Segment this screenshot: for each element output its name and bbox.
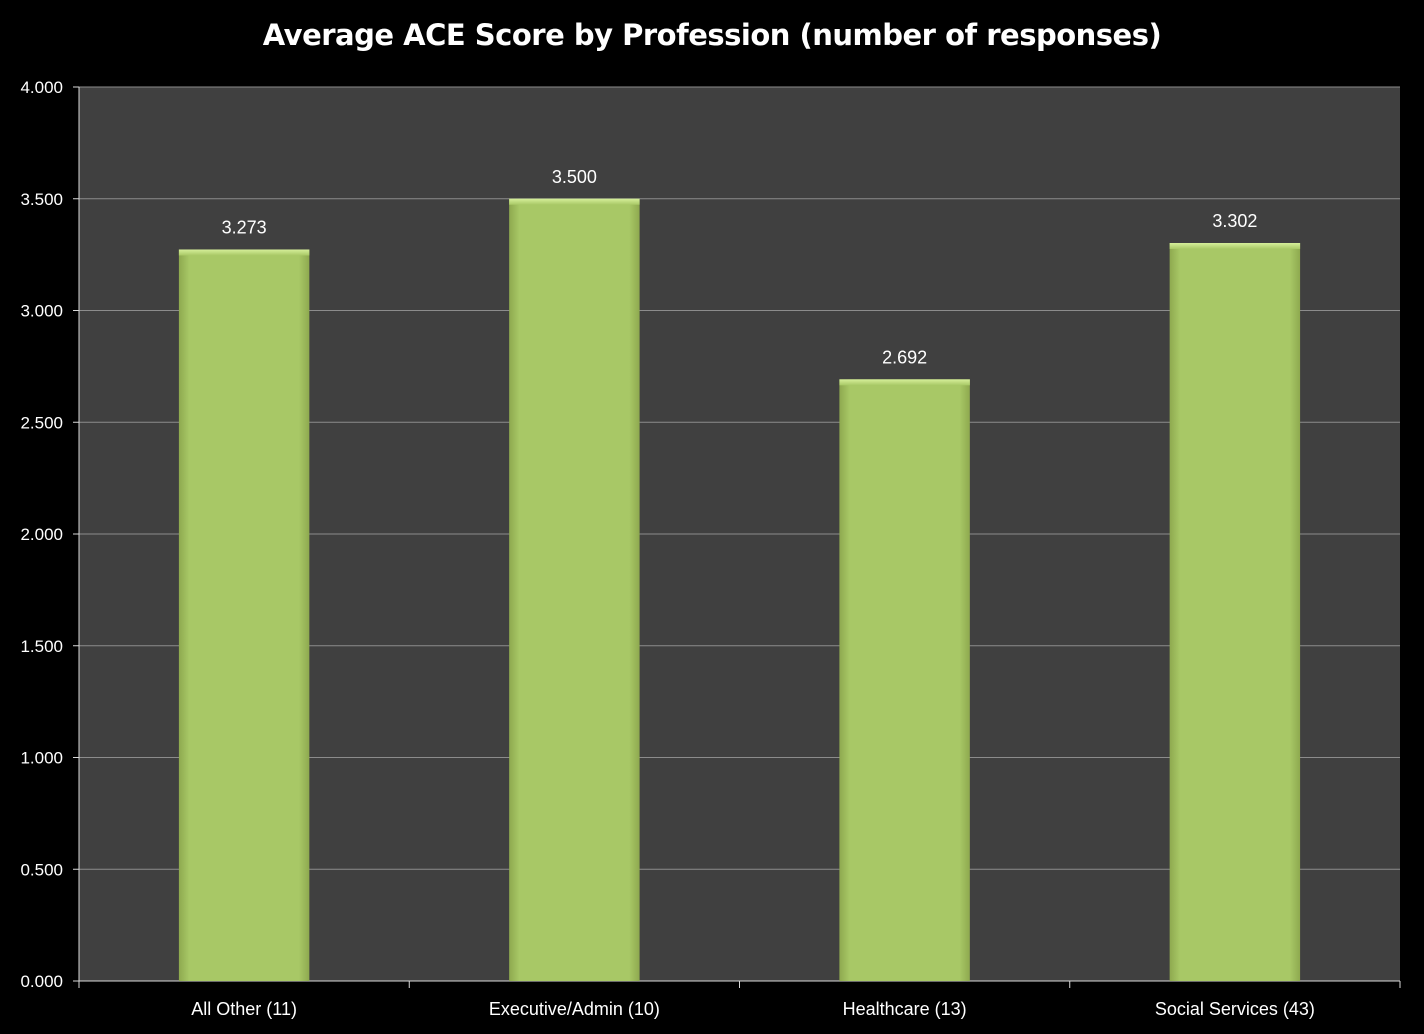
data-label: 3.500 <box>552 167 597 187</box>
y-tick-label: 1.500 <box>20 637 63 656</box>
category-label: Social Services (43) <box>1155 999 1315 1019</box>
data-label: 3.273 <box>222 217 267 237</box>
bar <box>178 249 310 981</box>
bars <box>178 198 1301 982</box>
y-tick-label: 2.500 <box>20 413 63 432</box>
bar <box>839 379 970 981</box>
y-tick-label: 2.000 <box>20 525 63 544</box>
data-label: 3.302 <box>1212 211 1257 231</box>
category-label: Executive/Admin (10) <box>489 999 660 1019</box>
y-tick-label: 0.500 <box>20 860 63 879</box>
y-tick-label: 4.000 <box>20 78 63 97</box>
y-tick-label: 1.000 <box>20 749 63 768</box>
data-label: 2.692 <box>882 347 927 367</box>
category-label: All Other (11) <box>191 999 297 1019</box>
bar <box>1169 243 1301 982</box>
labels: 0.000 0.500 1.000 1.500 2.000 2.500 3.000 3.500… <box>20 78 1314 1019</box>
y-tick-label: 3.000 <box>20 302 63 321</box>
bar-bevel <box>1169 243 1301 250</box>
chart-title: Average ACE Score by Profession (number … <box>262 18 1162 52</box>
bar-bevel <box>509 198 640 205</box>
bar-bevel <box>839 379 970 386</box>
y-tick-label: 3.500 <box>20 190 63 209</box>
y-tick-label: 0.000 <box>20 972 63 991</box>
bar-bevel <box>178 249 310 256</box>
bar <box>509 198 640 981</box>
category-label: Healthcare (13) <box>843 999 967 1019</box>
